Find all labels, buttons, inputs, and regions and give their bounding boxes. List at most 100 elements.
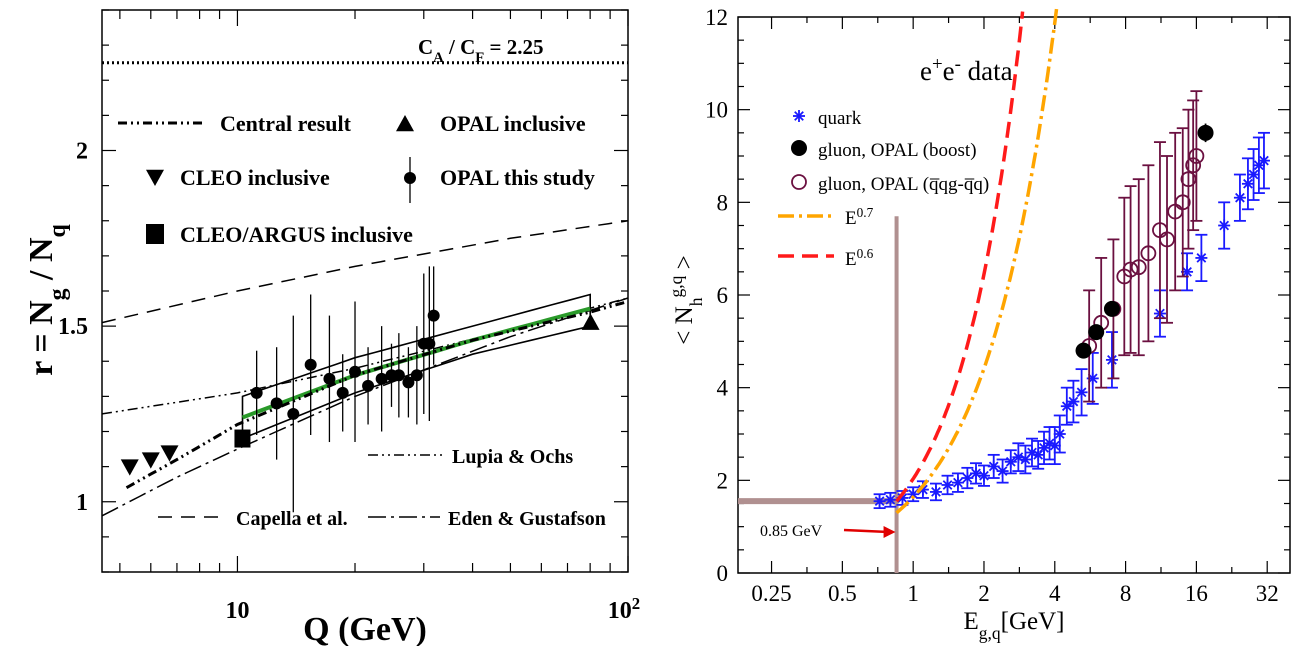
gluon-boost-point	[1103, 300, 1120, 317]
quark-asterisk-stroke	[1054, 429, 1065, 439]
opal-study-point	[362, 379, 375, 392]
right-y-tick-label: 0	[717, 561, 729, 586]
legend-cleo-inclusive-swatch	[146, 169, 164, 186]
reference-arrow-line	[843, 528, 889, 534]
quark-asterisk-stroke	[1049, 440, 1060, 451]
opal-study-point	[349, 365, 362, 378]
quark-asterisk-stroke	[1005, 456, 1016, 467]
quark-asterisk-stroke	[897, 493, 908, 503]
legend-e06-label: E0.6	[845, 246, 874, 271]
quark-asterisk-stroke	[1061, 401, 1072, 412]
quark-asterisk-stroke	[794, 111, 804, 121]
right-y-axis-title: < Nhg,q >	[666, 255, 706, 344]
quark-asterisk-stroke	[1182, 266, 1192, 277]
quark-point	[1247, 168, 1260, 181]
gluon-qqg-point	[1185, 157, 1202, 174]
legend-cleo-inclusive-label: CLEO inclusive	[180, 165, 330, 190]
right-y-tick-label: 4	[717, 376, 729, 401]
left-plot-frame	[101, 9, 629, 573]
legend-opal-study-swatch	[404, 172, 416, 184]
right-x-tick-label: 0.25	[751, 581, 791, 606]
legend-quark-label: quark	[818, 108, 862, 129]
lupia-ochs-label: Lupia & Ochs	[452, 446, 573, 468]
right-x-tick-label: 4	[1049, 581, 1061, 606]
right-x-tick-label: 32	[1256, 581, 1279, 606]
legend-gluon-qqg-swatch	[791, 174, 807, 190]
legend-quark-swatch	[793, 110, 805, 122]
quark-point	[1060, 400, 1073, 413]
legend-opal-study-label: OPAL this study	[440, 165, 595, 190]
gluon-qqg-point	[1140, 245, 1157, 262]
quark-point	[884, 493, 897, 506]
legend-gluon-boost-label: gluon, OPAL (boost)	[818, 140, 977, 161]
right-y-tick-label: 6	[717, 283, 729, 308]
right-y-tick-label: 2	[717, 468, 729, 493]
opal-study-point	[410, 369, 423, 382]
cleo-inclusive-point	[160, 445, 179, 462]
legend-opal-inclusive-label: OPAL inclusive	[440, 111, 586, 136]
quark-asterisk-stroke	[908, 489, 919, 500]
legend-opal-inclusive-swatch	[396, 115, 414, 132]
quark-asterisk-stroke	[942, 480, 953, 490]
gluon-qqg-point	[1159, 231, 1175, 248]
right-x-axis-title: Eg,q[GeV]	[963, 608, 1064, 643]
left-chart-ratio: 1 1.5 2 10 102 Q (GeV) r = Ng / Nq CA / CF = 2.…	[23, 9, 640, 646]
quark-asterisk-stroke	[979, 470, 989, 481]
legend-gluon-qqg-label: gluon, OPAL (q̅qg-q̅q)	[818, 174, 989, 195]
quark-asterisk-stroke	[962, 473, 973, 483]
left-x-tick-label: 10	[225, 598, 249, 624]
left-x-tick-label: 102	[608, 594, 640, 625]
opal-study-point	[287, 407, 300, 420]
right-x-tick-label: 16	[1185, 581, 1208, 606]
quark-point	[1241, 177, 1254, 190]
cleo-argus-point	[234, 429, 251, 448]
left-y-tick-label: 1.5	[58, 314, 88, 340]
left-y-axis-title: r = Ng / Nq	[23, 223, 71, 375]
gluon-boost-point	[1075, 342, 1092, 359]
quark-point	[1075, 386, 1088, 399]
quark-asterisk-stroke	[931, 487, 941, 497]
ca-cf-reference-label: CA / CF = 2.25	[418, 35, 543, 66]
opal-study-point	[270, 397, 283, 410]
quark-asterisk-stroke	[918, 484, 928, 495]
quark-asterisk-stroke	[874, 496, 885, 507]
right-y-tick-label: 12	[705, 5, 728, 30]
quark-point	[1053, 428, 1066, 440]
e06-curve	[895, 11, 1025, 503]
quark-asterisk-stroke	[953, 477, 963, 488]
right-x-tick-label: 0.5	[828, 581, 857, 606]
gluon-qqg-point	[1174, 194, 1191, 211]
quark-asterisk-stroke	[885, 494, 896, 505]
reference-energy-label: 0.85 GeV	[760, 523, 823, 540]
legend-e07-label: E0.7	[845, 205, 874, 230]
quark-point	[1257, 154, 1270, 167]
gluon-qqg-point	[1180, 171, 1197, 188]
quark-point	[961, 472, 974, 485]
reference-arrow-head	[883, 526, 896, 538]
lupia-ochs-curve	[101, 297, 629, 415]
opal-study-point	[392, 369, 405, 382]
quark-point	[873, 495, 886, 508]
quark-asterisk-stroke	[1027, 447, 1037, 458]
gluon-qqg-point	[1122, 261, 1139, 278]
quark-asterisk-stroke	[1013, 452, 1024, 463]
gluon-boost-point	[1088, 324, 1105, 341]
quark-asterisk-stroke	[1044, 438, 1055, 449]
quark-point	[941, 478, 954, 491]
quark-asterisk-stroke	[971, 468, 981, 479]
central-result-green-curve	[241, 306, 591, 420]
right-x-tick-label: 8	[1120, 581, 1132, 606]
quark-asterisk-stroke	[1243, 178, 1253, 189]
quark-point	[996, 465, 1009, 478]
opal-study-point	[250, 386, 263, 399]
quark-point	[951, 476, 964, 489]
eden-gustafson-curve	[101, 297, 629, 517]
quark-point	[970, 467, 983, 480]
right-x-tick-label: 1	[907, 581, 919, 606]
capella-curve	[101, 220, 629, 324]
quark-point	[987, 460, 1000, 473]
ee-data-annotation: e+e- data	[920, 54, 1013, 87]
quark-asterisk-stroke	[988, 461, 999, 472]
legend-cleo-argus-swatch	[146, 224, 164, 244]
